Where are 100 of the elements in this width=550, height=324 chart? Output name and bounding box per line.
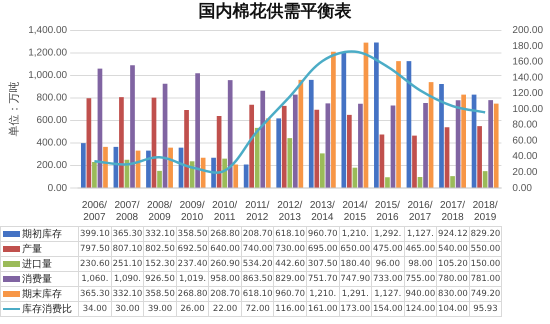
data-label: 807.10 — [111, 242, 144, 256]
data-label: 237.40 — [176, 256, 209, 272]
bar — [178, 148, 184, 188]
bar — [168, 148, 173, 188]
data-label: 180.40 — [339, 256, 372, 272]
bar — [195, 73, 200, 188]
data-label: 96.00 — [372, 256, 404, 272]
bar — [162, 84, 168, 188]
legend-label: 库存消费比 — [22, 304, 72, 315]
bar — [374, 42, 379, 188]
bar — [92, 162, 97, 188]
bar — [103, 146, 108, 188]
data-label: 208.70 — [208, 286, 242, 302]
data-label: 540.00 — [436, 242, 470, 256]
data-label: 365.30 — [111, 226, 144, 242]
data-label: 829.00 — [274, 272, 306, 286]
y2-tick-label: 0.00 — [512, 182, 532, 194]
bar — [157, 170, 162, 188]
data-label: 307.50 — [306, 256, 339, 272]
data-label: 332.10 — [144, 226, 176, 242]
y-tick-label: 1,200.00 — [28, 48, 68, 59]
y2-tick-label: 140.00 — [512, 72, 544, 84]
bar — [298, 80, 304, 188]
data-label: 268.80 — [176, 286, 209, 302]
data-label: 733.00 — [372, 272, 404, 286]
data-label: 251.10 — [111, 256, 144, 272]
data-label: 268.80 — [208, 226, 242, 242]
data-label: 150.00 — [469, 256, 502, 272]
bar — [136, 150, 140, 188]
bar — [418, 176, 422, 188]
x-tick-label: 2008/2009 — [147, 200, 172, 223]
bar — [292, 94, 298, 188]
data-label: 650.00 — [339, 242, 372, 256]
bar — [488, 100, 494, 188]
data-label: 358.50 — [144, 286, 176, 302]
bar — [477, 126, 482, 188]
legend-label: 期初库存 — [22, 229, 62, 240]
y-tick-label: 400.00 — [36, 138, 68, 149]
x-tick-label: 2006/2007 — [82, 200, 108, 223]
y2-tick-label: 40.00 — [512, 151, 538, 162]
data-label: 751.70 — [306, 272, 339, 286]
data-label: 1,060. — [78, 272, 112, 286]
bar — [423, 103, 428, 188]
bar — [314, 110, 320, 188]
data-label: 475.00 — [372, 242, 404, 256]
data-label: 797.50 — [78, 242, 112, 256]
data-label: 747.90 — [339, 272, 372, 286]
bar — [341, 52, 346, 188]
y-tick-label: 1,400.00 — [28, 25, 68, 36]
bar — [494, 104, 499, 188]
y2-tick-label: 80.00 — [512, 120, 538, 131]
bar — [211, 158, 216, 188]
data-label: 640.00 — [208, 242, 242, 256]
data-label: 740.00 — [241, 242, 274, 256]
x-tick-label: 2009/2010 — [180, 200, 205, 223]
data-label: 926.50 — [144, 272, 176, 286]
data-label: 154.00 — [372, 302, 404, 316]
y2-tick-label: 120.00 — [512, 88, 544, 100]
x-tick-label: 2010/2011 — [212, 200, 238, 223]
data-label: 173.00 — [339, 302, 372, 316]
data-label: 208.70 — [241, 226, 274, 242]
data-label: 958.00 — [208, 272, 242, 286]
bar — [249, 104, 254, 188]
bar — [86, 98, 92, 188]
bar — [260, 90, 266, 188]
bar — [364, 42, 368, 188]
data-label: 358.50 — [176, 226, 209, 242]
y2-tick-label: 100.00 — [512, 104, 544, 115]
y-tick-label: 0.00 — [48, 182, 68, 194]
bar — [412, 136, 417, 188]
bar — [98, 68, 102, 188]
data-label: 105.20 — [436, 256, 470, 272]
data-label: 802.50 — [144, 242, 176, 256]
data-label: 22.00 — [208, 302, 242, 316]
data-label: 534.20 — [241, 256, 274, 272]
y2-tick-label: 200.00 — [512, 25, 544, 36]
y2-tick-label: 180.00 — [512, 40, 544, 52]
data-label: 465.00 — [404, 242, 437, 256]
bar — [124, 160, 130, 188]
chart-title: 国内棉花供需平衡表 — [198, 2, 352, 22]
y-tick-label: 800.00 — [36, 92, 68, 104]
bar — [385, 177, 390, 188]
legend-label: 进口量 — [22, 259, 52, 270]
bar — [450, 176, 455, 188]
legend-label: 消费量 — [22, 274, 52, 285]
bar — [119, 97, 124, 188]
data-label: 550.00 — [469, 242, 502, 256]
bar — [244, 164, 248, 188]
data-label: 1,291. — [339, 286, 372, 302]
bar — [482, 171, 488, 188]
data-label: 960.70 — [306, 226, 339, 242]
data-label: 332.10 — [111, 286, 144, 302]
y2-tick-label: 160.00 — [512, 56, 544, 68]
bar — [80, 143, 86, 188]
bar — [428, 82, 434, 188]
data-label: 399.10 — [78, 226, 112, 242]
data-label: 1,127. — [372, 286, 404, 302]
data-label: 98.00 — [404, 256, 437, 272]
data-label: 95.93 — [469, 302, 502, 316]
legend-label: 产量 — [22, 244, 42, 255]
